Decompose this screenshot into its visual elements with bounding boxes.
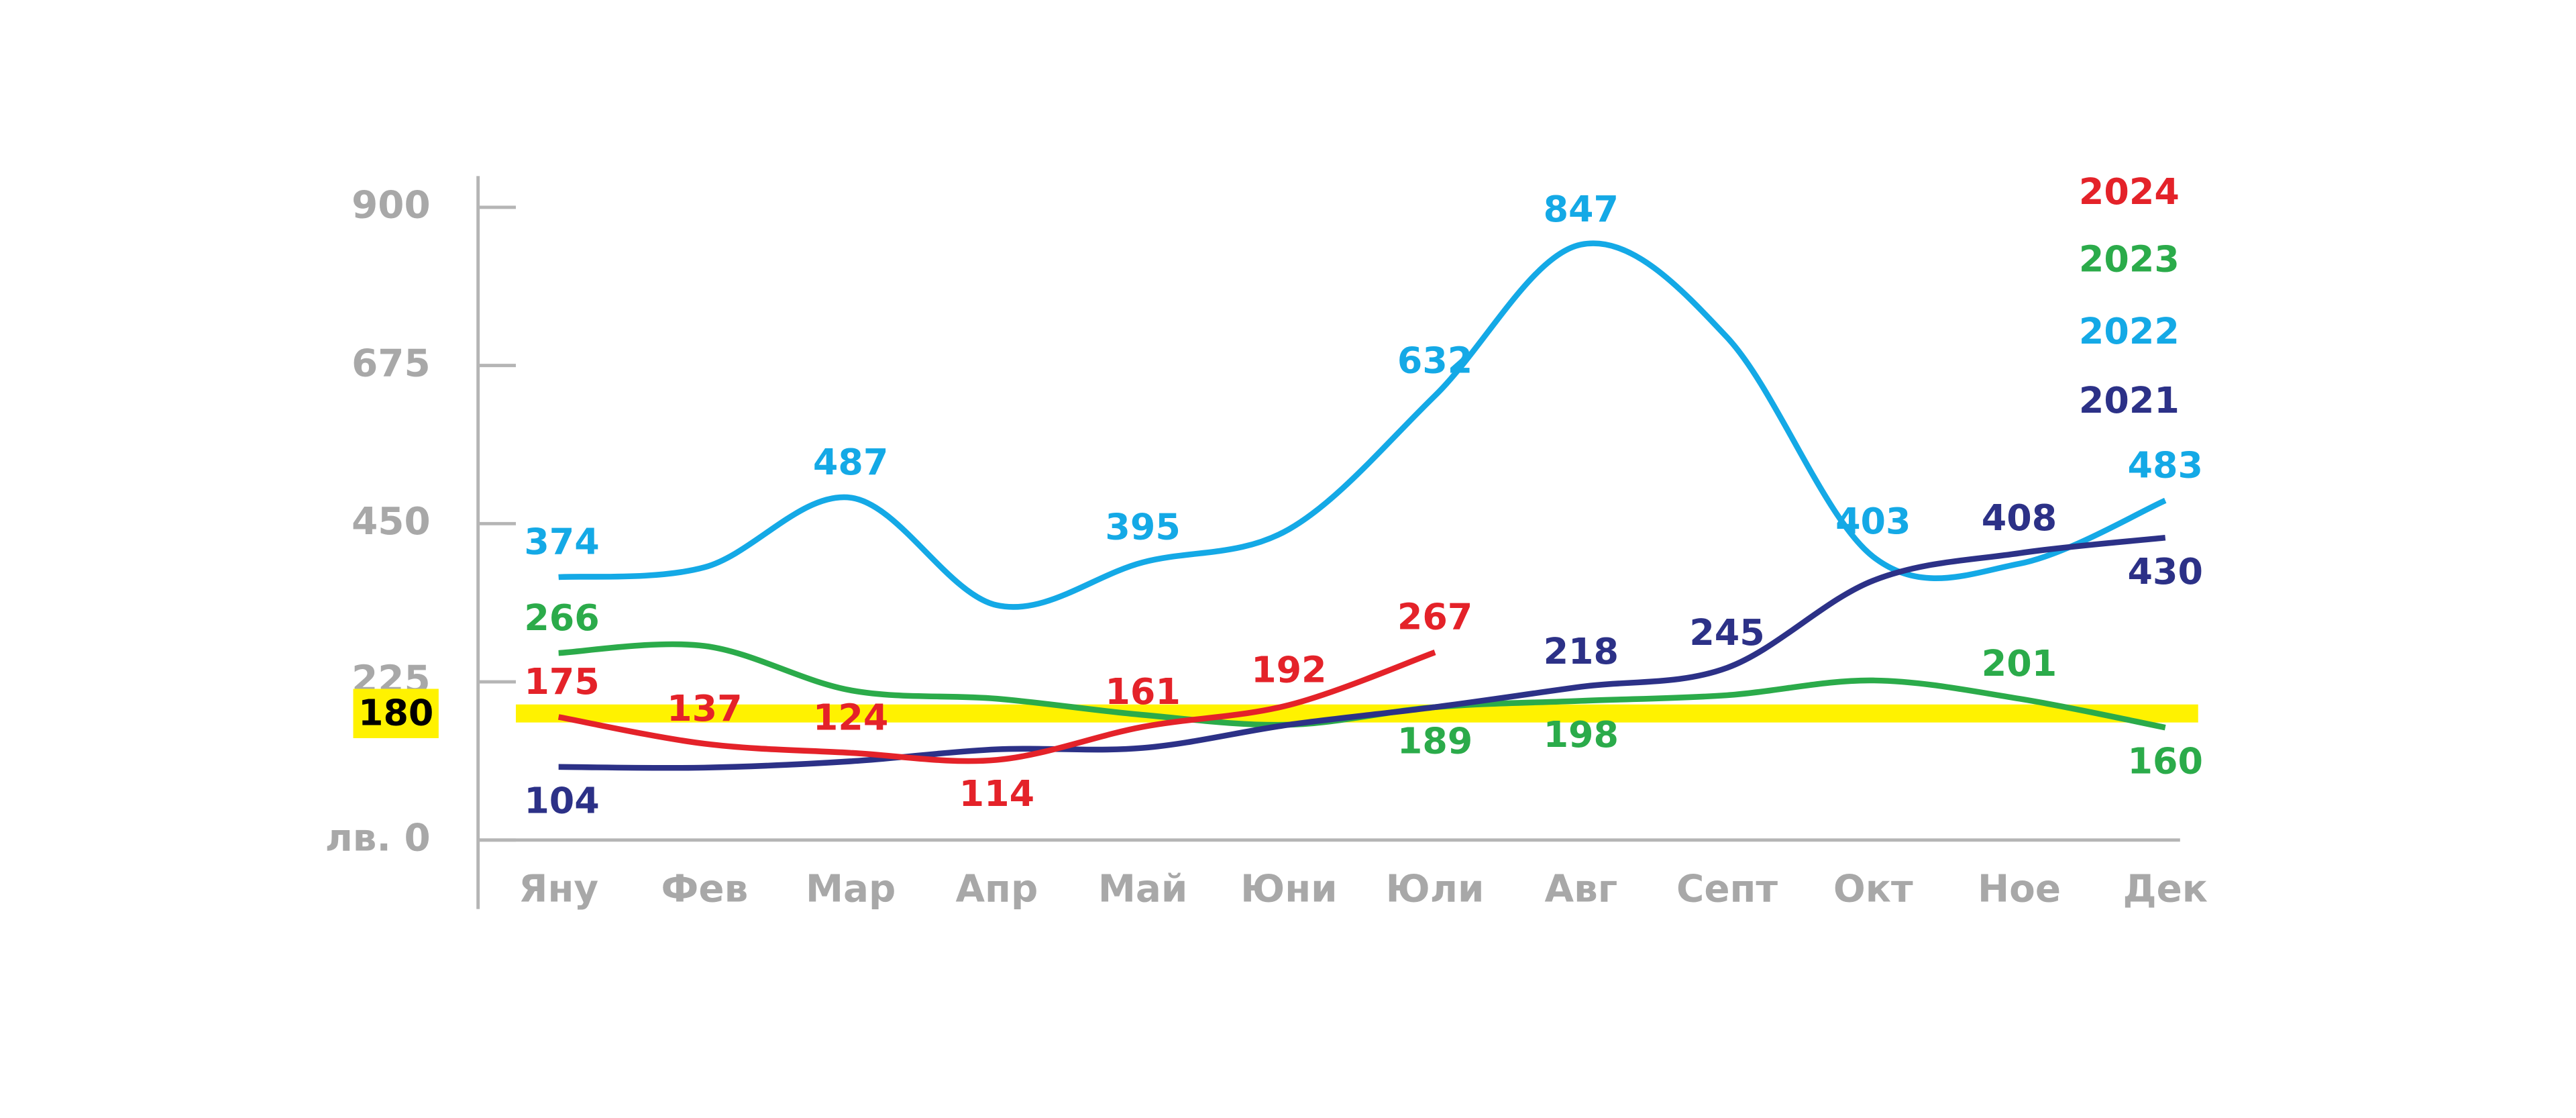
data-label: 395 xyxy=(1105,506,1180,548)
legend-label: 2022 xyxy=(2079,310,2180,352)
x-tick-label: Септ xyxy=(1676,867,1778,911)
data-label: 189 xyxy=(1397,719,1472,762)
series-line xyxy=(557,650,1436,764)
x-tick-label: Юни xyxy=(1240,867,1337,911)
y-tick-label: 900 xyxy=(352,184,431,227)
legend-label: 2023 xyxy=(2079,238,2180,280)
x-tick-label: Фев xyxy=(661,867,749,911)
series-line xyxy=(558,535,2166,771)
data-label: 114 xyxy=(959,772,1034,815)
x-tick-label: Яну xyxy=(519,867,598,911)
x-tick-label: Окт xyxy=(1833,867,1913,911)
x-tick-label: Мар xyxy=(806,867,896,911)
x-tick-label: Авг xyxy=(1544,867,1617,911)
data-label: 201 xyxy=(1982,642,2057,684)
data-label: 847 xyxy=(1544,188,1619,230)
data-label: 160 xyxy=(2128,740,2203,782)
x-tick-label: Апр xyxy=(955,867,1038,911)
data-label: 175 xyxy=(524,660,599,703)
reference-label-bg xyxy=(353,689,439,738)
x-tick-label: Ное xyxy=(1978,867,2061,911)
x-tick-label: Май xyxy=(1098,867,1188,911)
data-label: 267 xyxy=(1397,596,1472,638)
data-label: 483 xyxy=(2128,444,2203,486)
legend-label: 2024 xyxy=(2079,170,2180,213)
y-tick-label: лв. 0 xyxy=(325,816,431,860)
y-tick-label: 675 xyxy=(352,342,431,385)
data-label: 408 xyxy=(1982,497,2057,539)
data-label: 161 xyxy=(1105,670,1180,713)
data-label: 632 xyxy=(1397,339,1472,381)
data-label: 245 xyxy=(1689,611,1764,654)
data-label: 374 xyxy=(524,521,599,563)
data-label: 192 xyxy=(1251,648,1326,691)
legend-label: 2021 xyxy=(2079,379,2180,421)
data-label: 430 xyxy=(2128,550,2203,593)
data-label: 137 xyxy=(667,687,742,729)
data-label: 218 xyxy=(1544,630,1619,672)
data-label: 403 xyxy=(1835,500,1911,542)
data-label: 198 xyxy=(1544,713,1619,756)
x-tick-label: Юли xyxy=(1386,867,1485,911)
data-label: 124 xyxy=(813,697,888,739)
data-label: 487 xyxy=(813,441,888,483)
data-label: 266 xyxy=(524,597,599,639)
data-label: 104 xyxy=(524,779,599,821)
x-tick-label: Дек xyxy=(2123,867,2208,911)
y-tick-label: 450 xyxy=(352,500,431,544)
reference-label: 180 xyxy=(358,691,433,733)
series-line xyxy=(558,240,2167,610)
